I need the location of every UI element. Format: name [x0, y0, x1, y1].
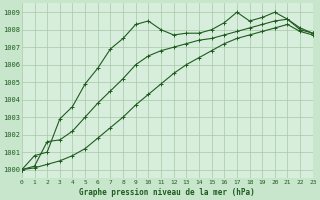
X-axis label: Graphe pression niveau de la mer (hPa): Graphe pression niveau de la mer (hPa)	[79, 188, 255, 197]
